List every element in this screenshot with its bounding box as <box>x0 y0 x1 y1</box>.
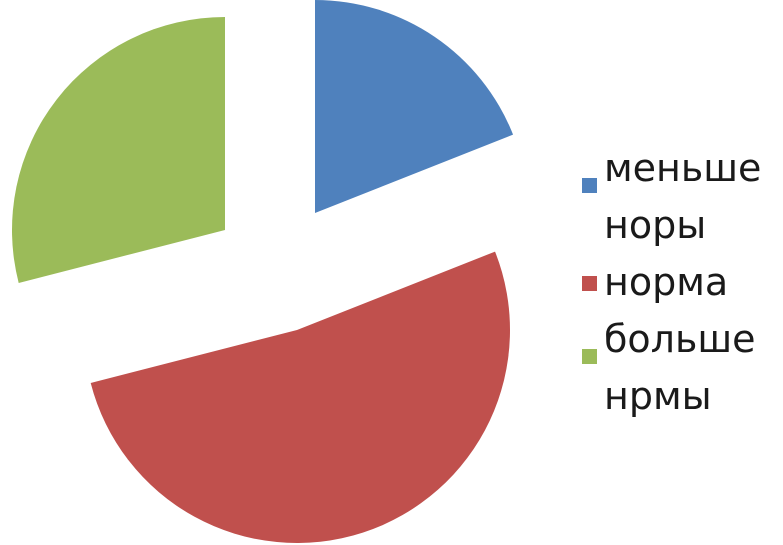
legend-label-line: больше <box>604 317 756 361</box>
legend-item-less-than-norm: меньше норы <box>582 140 778 254</box>
legend-label-line: меньше <box>604 146 762 190</box>
legend-swatch-red <box>582 276 597 291</box>
legend-swatch-green <box>582 349 597 364</box>
legend-label-line: нрмы <box>604 374 712 418</box>
pie-slice-norm <box>90 251 511 544</box>
legend-swatch-blue <box>582 178 597 193</box>
pie-slice-less-than-norm <box>315 0 514 213</box>
legend-item-norm: норма <box>582 254 778 311</box>
legend-label-line: норы <box>604 203 707 247</box>
legend-item-more-than-norm: больше нрмы <box>582 311 778 425</box>
legend-label-line: норма <box>604 260 729 304</box>
chart-legend: меньше норы норма больше нрмы <box>582 140 778 425</box>
pie-slice-more-than-norm <box>11 17 226 283</box>
